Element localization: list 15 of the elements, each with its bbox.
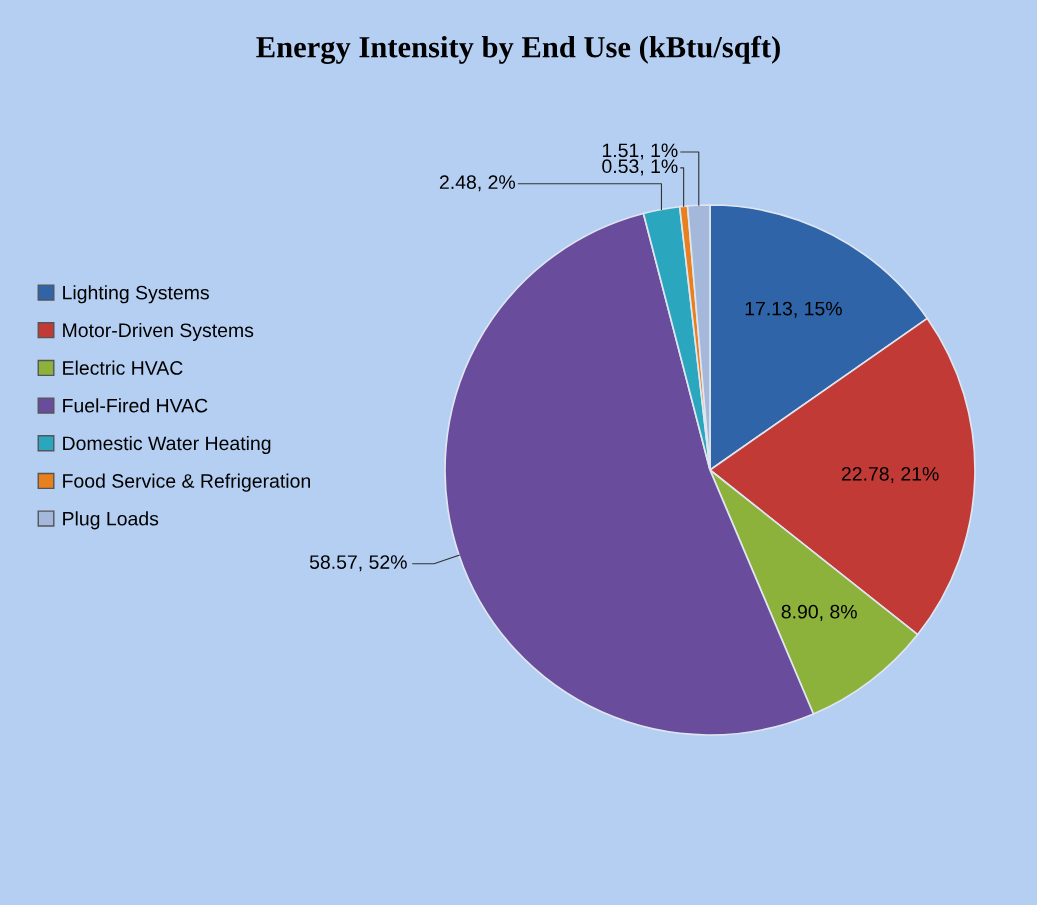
legend-label: Electric HVAC [63, 360, 183, 375]
data-label: 0.53, 1% [602, 159, 678, 176]
data-label: 17.13, 15% [745, 301, 842, 318]
legend-label: Food Service & Refrigeration [63, 473, 310, 492]
data-label: 58.57, 52% [309, 555, 407, 572]
legend-label: Plug Loads [63, 511, 159, 530]
data-label: 8.90, 8% [781, 604, 857, 621]
data-label: 2.48, 2% [439, 175, 516, 192]
data-label: 22.78, 21% [841, 466, 939, 484]
legend-label: Lighting Systems [63, 285, 209, 304]
chart-title: Energy Intensity by End Use (kBtu/sqft) [256, 35, 780, 64]
data-label: 1.51, 1% [602, 143, 678, 160]
legend-label: Motor-Driven Systems [63, 322, 254, 342]
legend-label: Fuel-Fired HVAC [63, 398, 208, 413]
legend-label: Domestic Water Heating [63, 435, 271, 455]
